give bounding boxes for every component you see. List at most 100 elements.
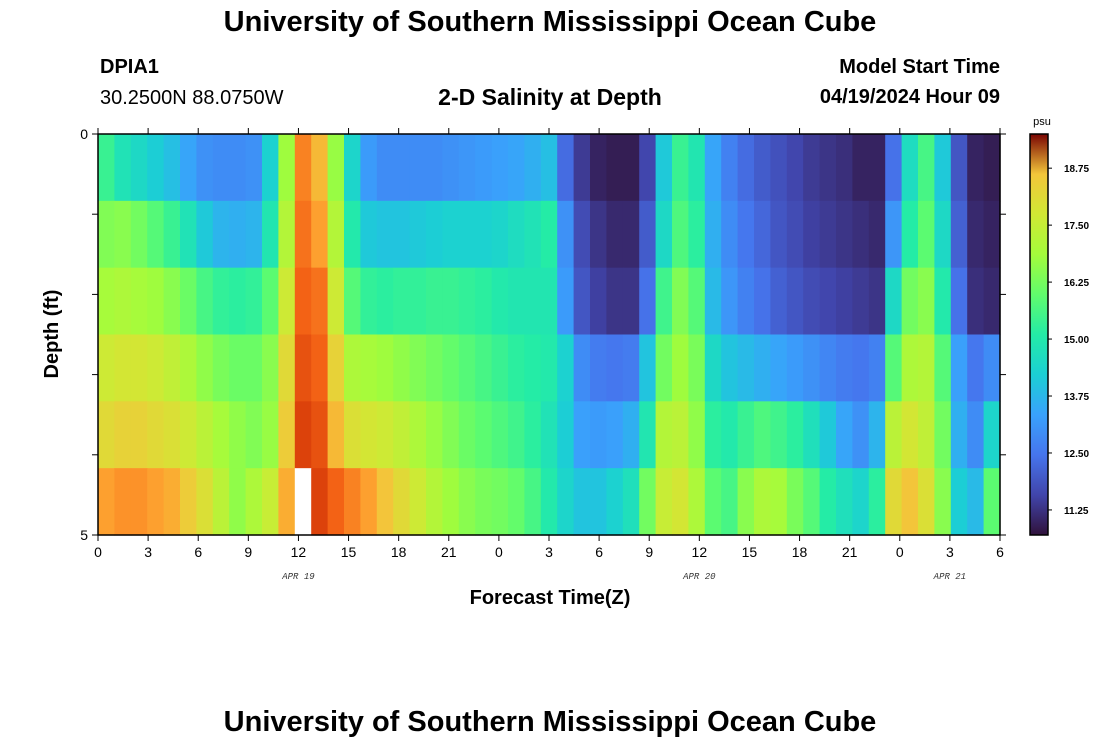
heatmap-cell — [672, 200, 689, 269]
heatmap-cell — [655, 468, 673, 536]
heatmap-cell — [458, 200, 476, 269]
x-tick-label: 12 — [291, 544, 307, 560]
x-tick-label: 0 — [896, 544, 904, 560]
heatmap-cell — [114, 468, 132, 536]
y-axis-title: Depth (ft) — [41, 290, 63, 379]
heatmap-cell — [229, 401, 247, 469]
heatmap-cell — [590, 200, 607, 269]
heatmap-cell — [180, 334, 197, 402]
heatmap-cell — [590, 267, 607, 336]
heatmap-cell — [262, 401, 279, 469]
heatmap-cell — [458, 134, 476, 202]
heatmap-cell — [409, 267, 427, 336]
heatmap-cell — [229, 468, 247, 536]
heatmap-cell — [803, 134, 821, 202]
heatmap-cell — [573, 401, 591, 469]
heatmap-cell — [622, 200, 640, 269]
heatmap-cell — [606, 401, 624, 469]
heatmap-cell — [655, 401, 673, 469]
heatmap-cell — [344, 334, 361, 402]
heatmap-cell — [98, 468, 115, 536]
x-tick-label: 0 — [94, 544, 102, 560]
y-tick-label: 0 — [80, 126, 88, 142]
heatmap-cell — [524, 267, 542, 336]
heatmap-cell — [557, 401, 575, 469]
heatmap-cell — [655, 334, 673, 402]
heatmap-cell — [721, 334, 739, 402]
heatmap-cell — [311, 468, 329, 536]
heatmap-cell — [967, 468, 985, 536]
heatmap-cell — [196, 134, 214, 202]
heatmap-cell — [262, 200, 279, 269]
colorbar-tick-label: 15.00 — [1064, 335, 1089, 346]
heatmap-cell — [327, 468, 345, 536]
heatmap-cell — [836, 267, 853, 336]
heatmap-cell — [950, 134, 968, 202]
heatmap-cell — [196, 200, 214, 269]
heatmap-cell — [393, 401, 411, 469]
heatmap-cell — [770, 334, 788, 402]
heatmap-cell — [540, 334, 558, 402]
heatmap-cell — [360, 134, 378, 202]
heatmap-cell — [147, 267, 165, 336]
heatmap-cell — [163, 267, 181, 336]
heatmap-cell — [344, 267, 361, 336]
heatmap-cell — [688, 267, 706, 336]
heatmap-cell — [360, 267, 378, 336]
heatmap-cell — [98, 134, 115, 202]
heatmap-cell — [491, 267, 509, 336]
heatmap-cell — [819, 401, 837, 469]
colorbar-tick-label: 12.50 — [1064, 449, 1089, 460]
heatmap-cell — [360, 401, 378, 469]
heatmap-cell — [983, 468, 1001, 536]
heatmap-cell — [721, 200, 739, 269]
heatmap-cell — [98, 267, 115, 336]
heatmap-cell — [262, 134, 279, 202]
heatmap-cell — [557, 267, 575, 336]
heatmap-cell — [409, 134, 427, 202]
heatmap-cell — [983, 267, 1001, 336]
heatmap-cell — [327, 334, 345, 402]
heatmap-cell — [688, 200, 706, 269]
heatmap-cell — [442, 401, 460, 469]
heatmap-cell — [918, 134, 935, 202]
heatmap-cell — [688, 468, 706, 536]
heatmap-cell — [918, 267, 935, 336]
heatmap-cell — [98, 401, 115, 469]
heatmap-cell — [327, 267, 345, 336]
x-tick-label: 6 — [996, 544, 1004, 560]
heatmap-cell — [344, 134, 361, 202]
heatmap-cell — [278, 401, 296, 469]
heatmap-cell — [786, 401, 804, 469]
page-title: University of Southern Mississippi Ocean… — [223, 6, 877, 38]
heatmap-cell — [180, 468, 197, 536]
heatmap-cell — [327, 200, 345, 269]
heatmap-cell — [573, 334, 591, 402]
x-axis-title: Forecast Time(Z) — [470, 587, 631, 609]
heatmap-cell — [918, 468, 935, 536]
heatmap-cell — [688, 134, 706, 202]
colorbar-tick-label: 16.25 — [1064, 278, 1089, 289]
heatmap-cell — [409, 200, 427, 269]
heatmap-cell — [983, 134, 1001, 202]
heatmap-cell — [737, 200, 755, 269]
footer-title: University of Southern Mississippi Ocean… — [223, 706, 877, 738]
heatmap-cell — [672, 401, 689, 469]
colorbar: psu 11.25 12.50 13.75 15.00 16.25 17.50 18.75 — [1029, 116, 1089, 536]
heatmap-cell — [409, 401, 427, 469]
heatmap-cell — [508, 200, 525, 269]
heatmap-cell — [836, 334, 853, 402]
heatmap-cell — [229, 200, 247, 269]
heatmap-cell — [885, 200, 903, 269]
heatmap-cell — [475, 468, 493, 536]
heatmap-cell — [196, 334, 214, 402]
heatmap-cell — [130, 401, 148, 469]
heatmap-cell — [294, 468, 312, 536]
heatmap-cell — [786, 200, 804, 269]
heatmap-cell — [573, 200, 591, 269]
heatmap-cell — [590, 468, 607, 536]
heatmap-cell — [590, 401, 607, 469]
heatmap-cell — [967, 134, 985, 202]
heatmap-cell — [393, 200, 411, 269]
heatmap-cell — [606, 468, 624, 536]
